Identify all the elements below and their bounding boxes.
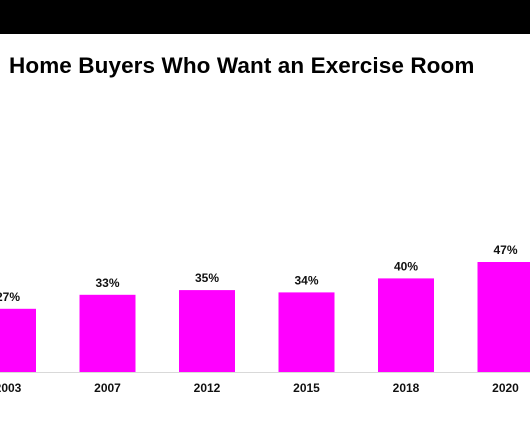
x-tick-label-2012: 2012: [194, 381, 221, 395]
top-banner: [0, 0, 530, 34]
value-label-2020: 47%: [493, 243, 517, 257]
value-label-2007: 33%: [95, 276, 119, 290]
x-tick-labels-layer: 2003 2007 2012 2015 2018 2020: [0, 381, 519, 395]
bar-2020: [477, 262, 530, 372]
value-label-2003: 27%: [0, 290, 20, 304]
bar-2007: [79, 294, 136, 372]
value-labels-layer: 27% 33% 35% 34% 40% 47%: [0, 243, 518, 304]
x-tick-label-2007: 2007: [94, 381, 121, 395]
x-tick-label-2015: 2015: [293, 381, 320, 395]
bars-layer: [0, 262, 530, 372]
value-label-2018: 40%: [394, 259, 418, 273]
bar-2015: [278, 292, 335, 372]
x-tick-label-2018: 2018: [393, 381, 420, 395]
value-label-2015: 34%: [294, 273, 318, 287]
bar-2018: [378, 278, 434, 372]
value-label-2012: 35%: [195, 271, 219, 285]
x-tick-label-2003: 2003: [0, 381, 22, 395]
bar-2003: [0, 308, 36, 372]
chart-title: Home Buyers Who Want an Exercise Room: [9, 53, 475, 78]
bar-2012: [179, 290, 235, 372]
x-tick-label-2020: 2020: [492, 381, 519, 395]
